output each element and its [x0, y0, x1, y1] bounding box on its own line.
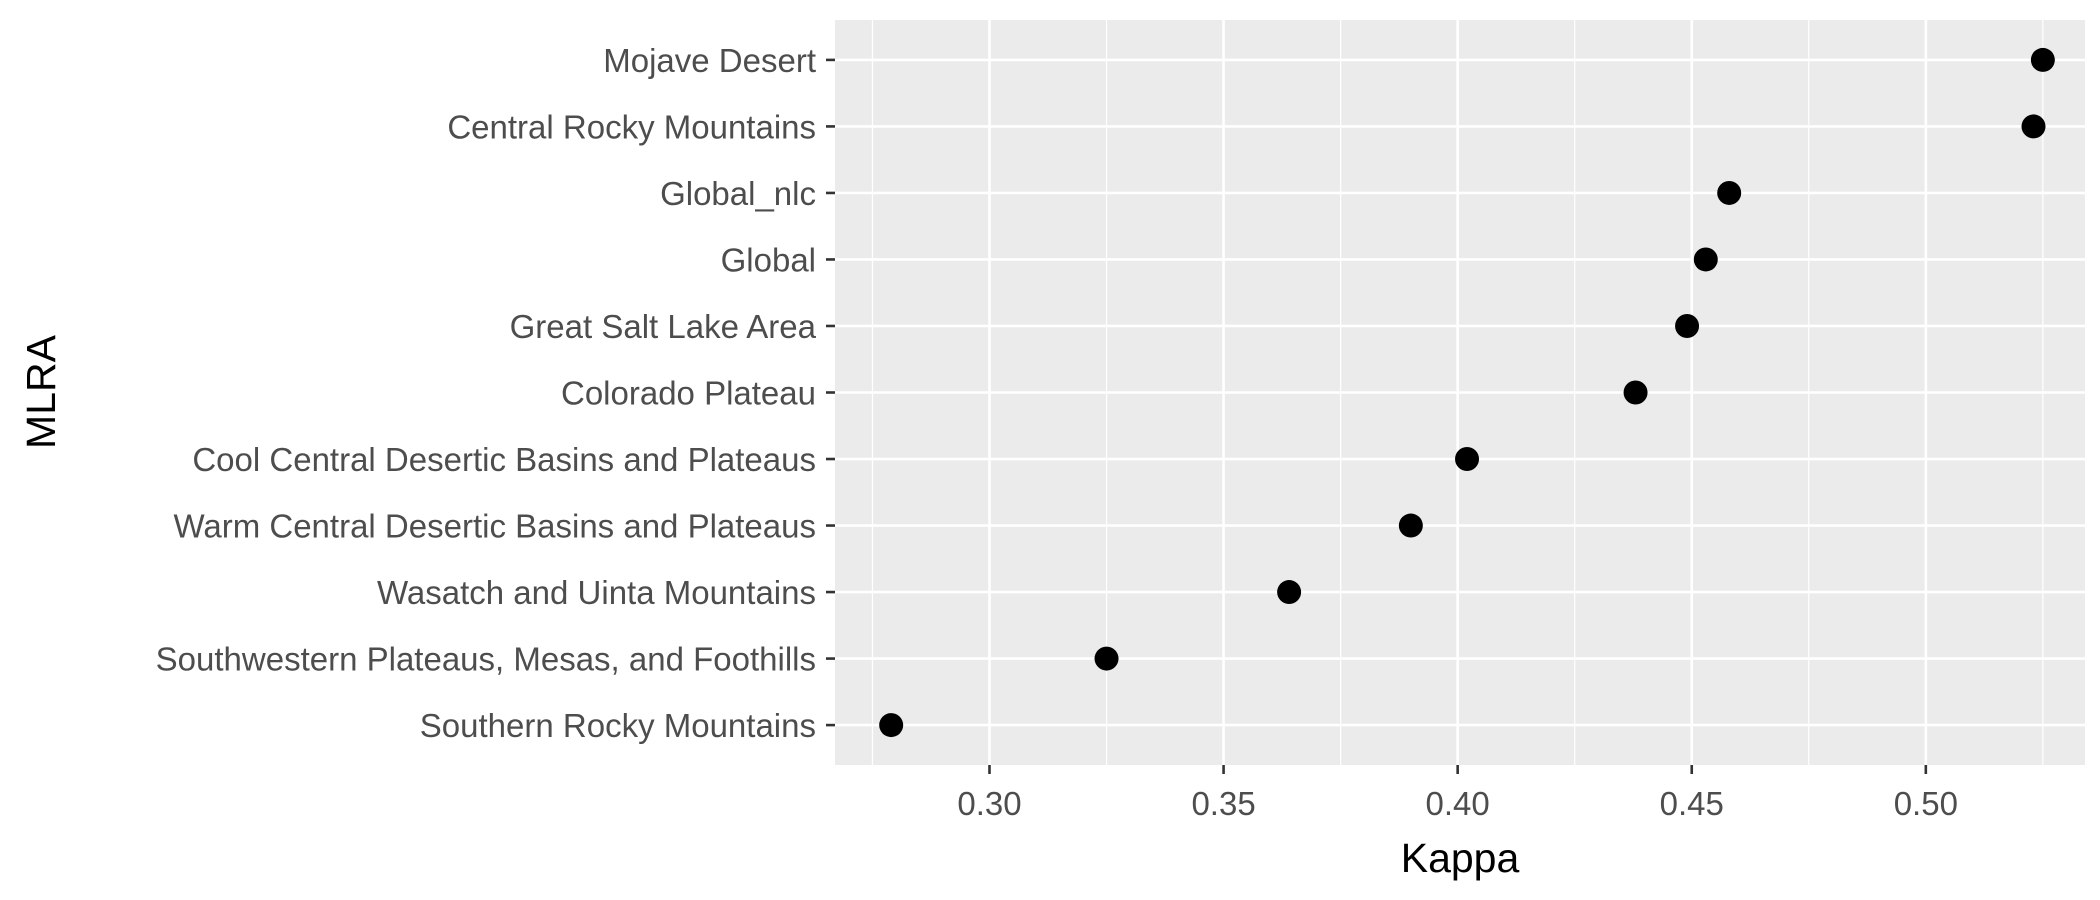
data-point: [1455, 447, 1480, 472]
data-point: [2030, 47, 2055, 72]
data-point: [1717, 180, 1742, 205]
data-point: [879, 713, 904, 738]
major-gridlines: [835, 20, 2085, 765]
data-point: [2021, 114, 2046, 139]
data-point: [1094, 646, 1119, 671]
x-tick-label: 0.35: [1191, 785, 1255, 822]
y-tick-label: Global_nlc: [660, 175, 816, 212]
x-axis-title: Kappa: [1401, 835, 1520, 881]
x-tick-label: 0.50: [1894, 785, 1958, 822]
x-tick-label: 0.40: [1426, 785, 1490, 822]
data-points: [879, 47, 2055, 738]
y-tick-label: Warm Central Desertic Basins and Plateau…: [173, 508, 816, 545]
y-axis: Mojave Desert Central Rocky Mountains Glob…: [156, 42, 835, 744]
y-tick-label: Cool Central Desertic Basins and Plateau…: [192, 441, 816, 478]
y-tick-label: Great Salt Lake Area: [510, 308, 817, 345]
data-point: [1398, 513, 1423, 538]
y-tick-label: Wasatch and Uinta Mountains: [377, 574, 816, 611]
data-point: [1675, 313, 1700, 338]
y-tick-label: Mojave Desert: [603, 42, 816, 79]
x-tick-label: 0.45: [1660, 785, 1724, 822]
y-tick-label: Southern Rocky Mountains: [420, 707, 816, 744]
y-axis-title: MLRA: [18, 334, 64, 449]
x-axis: 0.30 0.35 0.40 0.45 0.50: [957, 765, 1958, 822]
y-tick-label: Central Rocky Mountains: [447, 108, 816, 145]
y-tick-label: Colorado Plateau: [561, 375, 816, 412]
data-point: [1693, 247, 1718, 272]
y-tick-label: Southwestern Plateaus, Mesas, and Foothi…: [156, 641, 816, 678]
y-tick-label: Global: [721, 241, 816, 278]
data-point: [1623, 380, 1648, 405]
x-tick-label: 0.30: [957, 785, 1021, 822]
data-point: [1277, 580, 1302, 605]
